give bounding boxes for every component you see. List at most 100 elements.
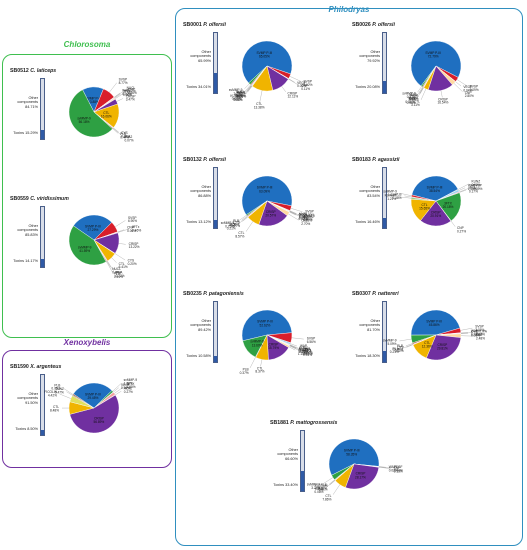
svg-text:HYAL: HYAL — [411, 93, 419, 97]
svg-text:KUNZ: KUNZ — [304, 214, 313, 218]
svg-text:SVMP P-III: SVMP P-III — [257, 320, 273, 324]
svg-text:CFV: CFV — [397, 345, 404, 349]
specimen-id: SB0307 — [352, 291, 373, 297]
svg-text:PLB: PLB — [120, 132, 126, 136]
specimen-id: SB0512 — [10, 68, 31, 74]
svg-text:IPLA: IPLA — [115, 271, 123, 275]
svg-text:svMMP-9: svMMP-9 — [221, 221, 235, 225]
specimen-id: SB0235 — [183, 291, 204, 297]
svg-text:0.62%: 0.62% — [232, 97, 241, 101]
panel-title: SB1881 P. mattogrossensis — [270, 420, 337, 426]
svg-text:0.37%: 0.37% — [240, 371, 249, 375]
svg-text:65.05%: 65.05% — [259, 54, 270, 58]
svg-text:PLB: PLB — [235, 93, 241, 97]
svg-text:0.30%: 0.30% — [123, 93, 132, 97]
svg-text:28.17%: 28.17% — [355, 475, 366, 479]
svg-text:KUNZ: KUNZ — [315, 487, 324, 491]
svg-text:WAP: WAP — [300, 344, 307, 348]
svg-text:CNP: CNP — [394, 466, 401, 470]
svg-text:2.70%: 2.70% — [301, 222, 310, 226]
svg-text:CNP: CNP — [457, 226, 464, 230]
pie-slice — [328, 438, 380, 476]
svg-text:8.57%: 8.57% — [235, 234, 244, 238]
svg-text:20.57%: 20.57% — [265, 214, 276, 218]
svg-text:IPLA: IPLA — [392, 347, 400, 351]
svg-text:SVMP P-III: SVMP P-III — [427, 186, 443, 190]
svg-text:AChE: AChE — [124, 387, 132, 391]
svg-text:NUCL: NUCL — [299, 213, 308, 217]
svg-text:KUNZ: KUNZ — [55, 387, 64, 391]
svg-text:VEGF: VEGF — [297, 81, 306, 85]
svg-text:0.03%: 0.03% — [298, 217, 307, 221]
other-components-label: Other components 79.92% — [359, 50, 380, 63]
slice-label: svMMP-90.87% — [402, 86, 422, 99]
svg-text:SVMP P-III: SVMP P-III — [257, 51, 273, 55]
svg-text:KUNZ: KUNZ — [237, 91, 246, 95]
svg-text:0.75%: 0.75% — [225, 224, 234, 228]
svg-text:NUCL: NUCL — [236, 90, 245, 94]
toxins-fill — [383, 351, 386, 362]
svg-text:VEGF: VEGF — [298, 213, 307, 217]
other-components-label: Other components 85.83% — [17, 224, 38, 237]
svg-text:29.81%: 29.81% — [437, 346, 448, 350]
svg-text:CYS: CYS — [121, 131, 128, 135]
svg-text:PLB: PLB — [54, 383, 60, 387]
svg-text:0.21%: 0.21% — [227, 226, 236, 230]
svg-text:svMMP-9: svMMP-9 — [383, 190, 397, 194]
slice-label: svMMP-913.60% — [250, 340, 264, 348]
svg-text:SVMP P-III: SVMP P-III — [344, 449, 360, 453]
svg-text:PLB: PLB — [233, 219, 239, 223]
svg-text:0.03%: 0.03% — [236, 94, 245, 98]
svg-text:0.22%: 0.22% — [115, 274, 124, 278]
svg-text:CTL: CTL — [325, 494, 331, 498]
toxins-fill — [214, 72, 217, 93]
toxins-label: Toxins 33.40% — [273, 483, 298, 487]
svg-text:PLB: PLB — [397, 344, 403, 348]
svg-text:svMMP-9: svMMP-9 — [402, 92, 416, 96]
group-title-chlorosoma: Chlorosoma — [63, 40, 111, 49]
other-components-label: Other components 91.50% — [17, 392, 38, 405]
svg-text:0.26%: 0.26% — [471, 333, 480, 337]
specimen-id: SB1590 — [10, 364, 31, 370]
svg-text:SVSP: SVSP — [475, 325, 484, 329]
svg-text:CTL: CTL — [422, 203, 428, 207]
svg-text:CTL: CTL — [103, 111, 109, 115]
pie-slice — [69, 394, 120, 434]
svg-text:PLB: PLB — [321, 483, 327, 487]
svg-text:0.02%: 0.02% — [122, 92, 131, 96]
svg-text:svMMP-9: svMMP-9 — [383, 338, 397, 342]
other-components-label: Other components 83.54% — [359, 185, 380, 198]
specimen-id: SB0132 — [183, 157, 204, 163]
svg-text:3FTX: 3FTX — [127, 382, 136, 386]
svg-text:HYAL: HYAL — [299, 212, 307, 216]
species-name: C. laticeps — [30, 68, 57, 74]
svg-text:56.18%: 56.18% — [79, 120, 90, 124]
species-name: C. viridissimum — [30, 196, 69, 202]
species-name: P. mattogrossensis — [290, 420, 338, 426]
svg-text:13.88%: 13.88% — [88, 100, 99, 104]
svg-text:72.79%: 72.79% — [428, 54, 439, 58]
svg-text:PLB: PLB — [395, 192, 401, 196]
svg-text:38.54%: 38.54% — [429, 189, 440, 193]
svg-text:FICOLIN: FICOLIN — [44, 390, 57, 394]
svg-text:PLB: PLB — [243, 368, 249, 372]
toxins-label: Toxins 15.29% — [13, 131, 38, 135]
svg-text:1.42%: 1.42% — [468, 187, 477, 191]
